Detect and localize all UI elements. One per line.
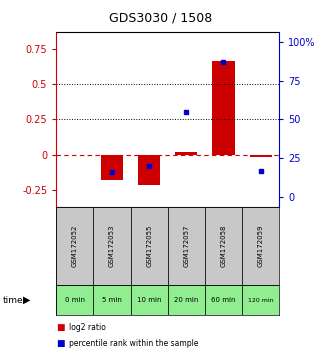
Text: percentile rank within the sample: percentile rank within the sample (69, 339, 198, 348)
Bar (93, 207, 131, 285)
Text: GSM172057: GSM172057 (183, 225, 189, 267)
Bar (56, 285, 93, 315)
Text: time: time (3, 296, 24, 304)
Text: ▶: ▶ (23, 295, 30, 305)
Text: GSM172055: GSM172055 (146, 225, 152, 267)
Bar (138, 154, 160, 185)
Bar (205, 285, 242, 315)
Bar (249, 154, 272, 157)
Bar (56, 207, 93, 285)
Text: GSM172053: GSM172053 (109, 225, 115, 267)
Text: 60 min: 60 min (211, 297, 236, 303)
Text: 5 min: 5 min (102, 297, 122, 303)
Bar (168, 285, 205, 315)
Text: GDS3030 / 1508: GDS3030 / 1508 (109, 12, 212, 25)
Bar (205, 207, 242, 285)
Text: GSM172059: GSM172059 (258, 225, 264, 267)
Bar (213, 61, 235, 154)
Bar (242, 285, 279, 315)
Text: GSM172052: GSM172052 (72, 225, 78, 267)
Text: ■: ■ (56, 339, 65, 348)
Text: 10 min: 10 min (137, 297, 161, 303)
Bar (93, 285, 131, 315)
Text: 0 min: 0 min (65, 297, 85, 303)
Bar (242, 207, 279, 285)
Bar (175, 152, 197, 154)
Text: 20 min: 20 min (174, 297, 198, 303)
Text: log2 ratio: log2 ratio (69, 323, 106, 332)
Text: GSM172058: GSM172058 (221, 225, 227, 267)
Bar (168, 207, 205, 285)
Bar (101, 154, 123, 180)
Bar (131, 207, 168, 285)
Bar (131, 285, 168, 315)
Text: 120 min: 120 min (248, 297, 273, 303)
Text: ■: ■ (56, 323, 65, 332)
